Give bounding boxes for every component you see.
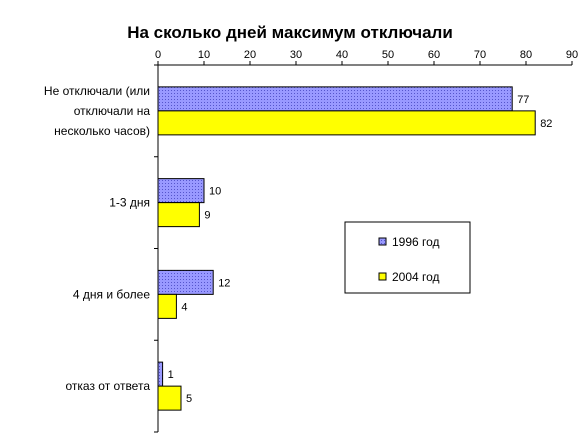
bar-s1 [157,178,205,204]
bar-s2 [157,385,182,411]
bar-s1 [157,86,513,112]
category-label: отказ от ответа [66,379,151,393]
legend-swatch [378,272,387,281]
data-label: 12 [218,277,230,289]
bar-s2 [157,110,536,136]
bar-s2 [157,293,177,319]
x-tick-label: 70 [474,49,486,61]
legend-label: 1996 год [392,235,440,249]
data-label: 4 [181,301,187,313]
axis-layer: 0 10 20 30 40 50 60 70 80 90 [154,49,578,433]
data-label: 9 [204,210,210,222]
x-tick-label: 40 [336,49,348,61]
data-label: 1 [168,369,174,381]
chart-title: На сколько дней максимум отключали [127,23,453,42]
legend-swatch [378,237,387,246]
x-tick-label: 20 [244,49,256,61]
legend-label: 2004 год [392,270,440,284]
category-label: 1-3 дня [109,196,150,210]
category-label: Не отключали (или [44,84,150,98]
bar-s2 [157,202,200,228]
x-tick-label: 10 [198,49,210,61]
category-label: 4 дня и более [73,287,150,301]
bar-s1 [157,361,164,387]
x-tick-label: 30 [290,49,302,61]
data-label: 77 [517,94,529,106]
bars-layer [157,86,536,411]
data-label: 82 [540,118,552,130]
bar-s1 [157,269,214,295]
legend-box [344,221,471,294]
x-tick-label: 0 [155,49,161,61]
x-tick-label: 50 [382,49,394,61]
x-tick-label: 60 [428,49,440,61]
category-label: отключали на [74,104,151,118]
category-label: несколько часов) [54,124,150,138]
labels-layer: Не отключали (или отключали на несколько ч… [44,84,553,405]
data-label: 5 [186,393,192,405]
legend: 1996 год 2004 год [344,221,471,294]
x-tick-label: 80 [520,49,532,61]
data-label: 10 [209,186,221,198]
x-tick-label: 90 [566,49,578,61]
